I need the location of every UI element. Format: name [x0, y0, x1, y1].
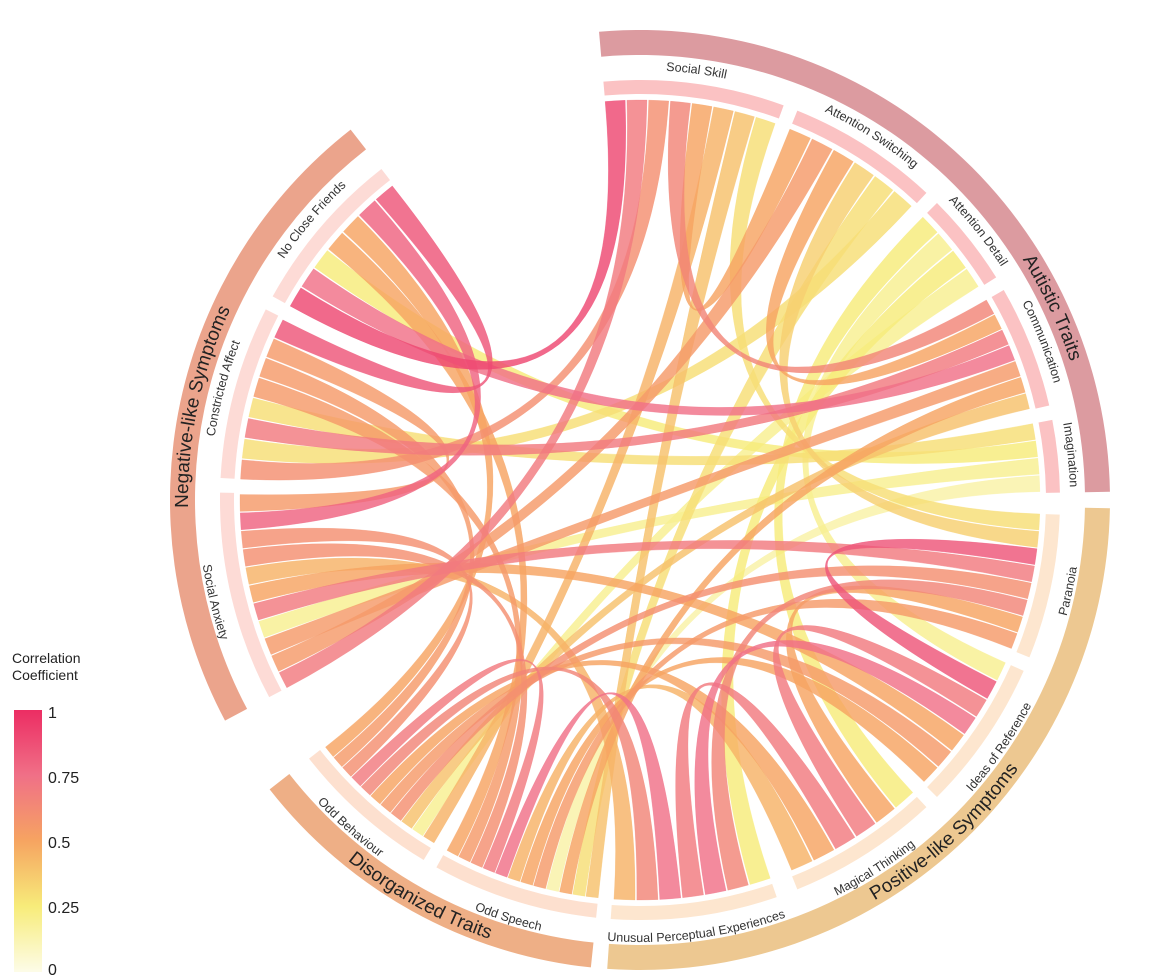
ribbon-social-anxiety-to-no-close-friends: [239, 200, 481, 531]
ribbon-odd-behaviour-to-constricted-affect: [259, 357, 475, 768]
ribbon-paranoia-to-odd-speech: [533, 598, 1018, 889]
subgroup-arc-odd-behaviour: [309, 749, 431, 861]
legend-title: Correlation Coefficient: [12, 650, 80, 684]
subgroup-arc-paranoia: [1016, 514, 1060, 658]
subgroup-arc-social-anxiety: [219, 492, 282, 698]
subgroup-label-social-skill: Social Skill: [666, 60, 728, 82]
group-arc-negative-like-symptoms: [169, 129, 367, 721]
ribbon-paranoia-to-ideas-of-reference: [825, 538, 1038, 699]
ribbon-ideas-of-reference-to-unusual-perceptual-experiences: [694, 640, 976, 895]
subgroup-arc-attention-detail: [927, 203, 997, 285]
ribbon-unusual-perceptual-experiences-to-odd-behaviour: [360, 666, 659, 901]
subgroup-arc-no-close-friends: [272, 169, 391, 304]
ribbon-constricted-affect-to-no-close-friends: [274, 185, 493, 393]
ribbon-attention-switching-to-odd-speech: [572, 176, 894, 897]
legend-title-line2: Coefficient: [12, 667, 78, 683]
subgroup-arcs: [219, 80, 1060, 921]
subgroup-arc-social-skill: [603, 80, 784, 119]
group-arcs: [169, 30, 1110, 970]
legend-color-bar: [14, 710, 42, 972]
ribbon-ideas-of-reference-to-magical-thinking: [773, 625, 987, 837]
subgroup-arc-communication: [991, 290, 1050, 409]
ribbon-paranoia-to-unusual-perceptual-experiences: [711, 579, 1028, 891]
ribbon-imagination-to-no-close-friends: [314, 250, 1038, 464]
legend-tick-1: 1: [48, 705, 57, 722]
ribbon-social-skill-to-attention-switching: [679, 103, 811, 311]
legend-tick-0-25: 0.25: [48, 900, 80, 917]
correlation-ribbons: [239, 99, 1041, 901]
ribbon-odd-speech-to-social-anxiety: [242, 543, 528, 868]
ribbon-odd-speech-to-no-close-friends: [328, 232, 528, 857]
legend-tick-0: 0: [48, 962, 57, 979]
ribbon-attention-switching-to-paranoia: [779, 162, 1040, 548]
ribbon-odd-behaviour-to-social-anxiety: [240, 527, 473, 777]
legend-tick-0-75: 0.75: [48, 770, 80, 787]
subgroup-arc-magical-thinking: [792, 796, 927, 890]
ribbon-communication-to-no-close-friends: [301, 268, 1016, 416]
ribbon-social-skill-to-communication: [667, 100, 995, 374]
ribbon-odd-speech-to-odd-behaviour: [351, 658, 544, 873]
ribbon-imagination-to-odd-speech: [546, 475, 1041, 892]
group-arc-disorganized-traits: [269, 773, 594, 968]
ribbon-attention-detail-to-magical-thinking: [774, 216, 938, 808]
ribbon-ideas-of-reference-to-social-anxiety: [249, 562, 964, 751]
color-legend: Correlation Coefficient 1 0.75 0.5 0.25 …: [12, 650, 132, 980]
ribbon-communication-to-odd-behaviour: [401, 393, 1030, 829]
ribbon-attention-switching-to-social-anxiety: [271, 138, 833, 672]
ribbon-social-skill-to-constricted-affect: [240, 99, 670, 481]
subgroup-label-imagination: Imagination: [1060, 421, 1081, 487]
ribbon-imagination-to-social-anxiety: [258, 457, 1040, 638]
legend-title-line1: Correlation: [12, 650, 81, 666]
legend-tick-0-5: 0.5: [48, 835, 71, 852]
ribbon-social-skill-to-no-close-friends: [289, 100, 627, 370]
ribbon-social-skill-to-odd-speech: [585, 111, 755, 899]
ribbon-paranoia-to-social-anxiety: [253, 540, 1035, 621]
subgroup-arc-constricted-affect: [220, 309, 279, 479]
ribbon-communication-to-odd-speech: [559, 377, 1026, 895]
subgroup-arc-imagination: [1038, 419, 1060, 493]
subgroup-arc-attention-switching: [792, 110, 927, 204]
ribbon-social-anxiety-to-constricted-affect: [239, 338, 450, 512]
ribbon-unusual-perceptual-experiences-to-odd-speech: [495, 692, 682, 900]
subgroup-arc-ideas-of-reference: [927, 665, 1024, 797]
ribbon-magical-thinking-to-unusual-perceptual-experiences: [675, 682, 856, 898]
ribbon-paranoia-to-odd-behaviour: [390, 565, 1032, 821]
ribbon-communication-to-social-anxiety: [264, 360, 1021, 655]
ribbon-attention-switching-to-communication: [766, 149, 1002, 386]
ribbon-magical-thinking-to-odd-speech: [507, 684, 813, 882]
subgroup-arc-unusual-perceptual-experiences: [610, 883, 777, 921]
subgroup-arc-odd-speech: [436, 855, 598, 918]
